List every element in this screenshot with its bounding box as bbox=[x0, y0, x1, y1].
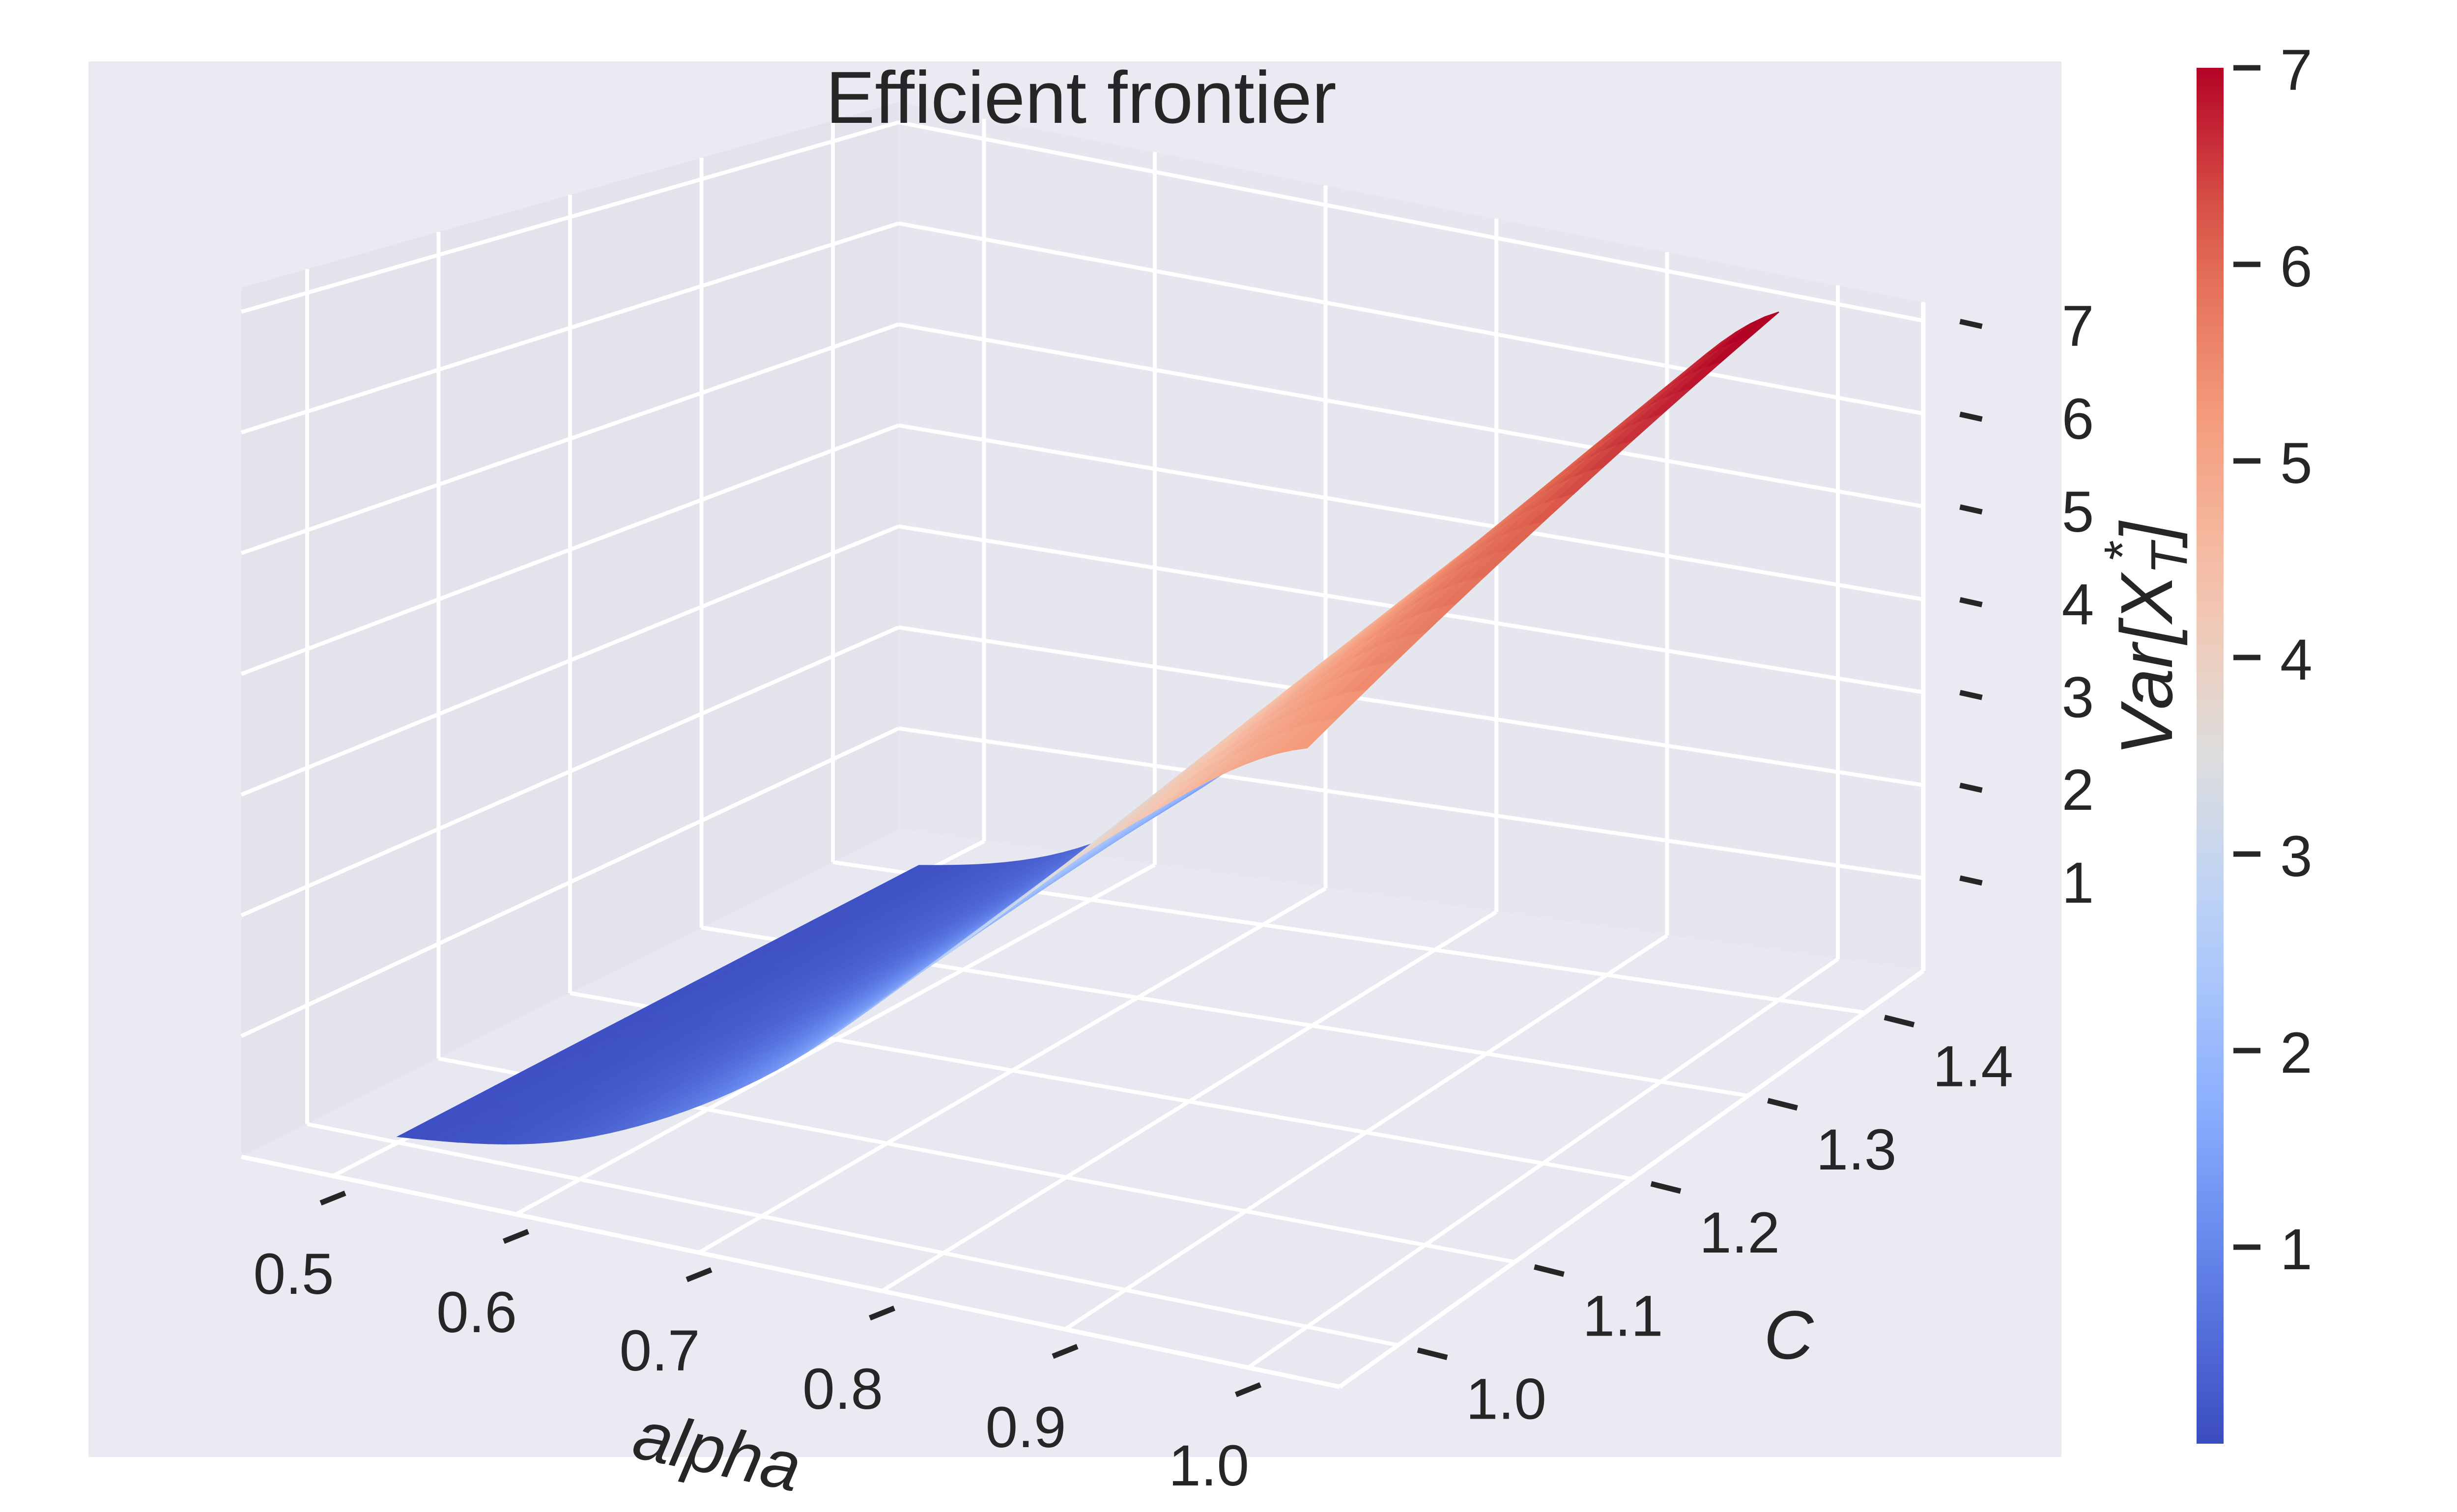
colorbar-gradient bbox=[2197, 68, 2224, 1444]
surface-patch bbox=[1290, 718, 1338, 751]
grid-line-z-back bbox=[898, 625, 1924, 787]
grid-line-z-left bbox=[241, 221, 899, 434]
axis-edge-c bbox=[1338, 969, 1925, 1389]
y-tick-mark bbox=[1767, 1098, 1798, 1111]
colorbar-tick-label: 3 bbox=[2280, 824, 2313, 889]
y-tick-mark bbox=[1884, 1015, 1915, 1027]
z-tick-label: 5 bbox=[2062, 480, 2094, 544]
grid-line-z-back bbox=[898, 221, 1924, 416]
y-tick-mark bbox=[1534, 1264, 1565, 1277]
y-tick-mark bbox=[1650, 1181, 1682, 1194]
y-tick-label: 1.0 bbox=[1466, 1367, 1546, 1432]
colorbar-label: Var[XT*] bbox=[2094, 520, 2198, 756]
y-tick-label: 1.4 bbox=[1933, 1034, 2013, 1099]
grid-line-z-back bbox=[898, 120, 1924, 323]
axis-ticks: 0.5 0.6 0.7 0.8 0.9 1.0 1.0 1.1 1.2 1.3 1.4 1 2 3 4 5 6 7 bbox=[253, 294, 2094, 1498]
z-tick-mark bbox=[1959, 689, 1983, 700]
chart-title: Efficient frontier bbox=[826, 56, 1336, 139]
colorbar-tick-label: 5 bbox=[2280, 431, 2313, 496]
y-axis-label: C bbox=[1764, 1296, 1814, 1373]
grid-line-z-back bbox=[898, 726, 1924, 880]
grid-line-z-left bbox=[240, 423, 900, 676]
y-tick-mark bbox=[1417, 1347, 1448, 1360]
grid-line-z-back bbox=[898, 423, 1924, 601]
z-tick-label: 1 bbox=[2062, 851, 2094, 915]
x-tick-mark bbox=[319, 1191, 346, 1206]
z-tick-label: 3 bbox=[2062, 665, 2094, 730]
grid-line-z-left bbox=[240, 322, 900, 555]
surface-plot bbox=[396, 312, 1779, 1145]
y-tick-label: 1.1 bbox=[1582, 1284, 1663, 1348]
x-tick-mark bbox=[1052, 1344, 1079, 1359]
grid-line-z-left bbox=[241, 120, 899, 314]
y-tick-label: 1.3 bbox=[1816, 1117, 1896, 1182]
colorbar-tick-label: 1 bbox=[2280, 1217, 2313, 1282]
x-tick-label: 0.5 bbox=[253, 1242, 334, 1307]
colorbar-tick-label: 7 bbox=[2280, 38, 2313, 103]
x-tick-mark bbox=[868, 1306, 896, 1321]
colorbar-tick-label: 4 bbox=[2280, 628, 2313, 692]
x-tick-label: 0.8 bbox=[802, 1357, 883, 1422]
colorbar-tick-label: 6 bbox=[2280, 234, 2313, 299]
z-tick-label: 4 bbox=[2062, 572, 2094, 637]
grid-line-z-left bbox=[240, 524, 900, 797]
z-tick-mark bbox=[1959, 782, 1983, 793]
x-tick-label: 1.0 bbox=[1169, 1433, 1249, 1498]
colorbar: 1 2 3 4 5 6 7 Var[XT*] bbox=[2094, 38, 2313, 1444]
z-tick-label: 6 bbox=[2062, 387, 2094, 452]
z-tick-mark bbox=[1959, 318, 1983, 329]
z-tick-mark bbox=[1959, 411, 1983, 422]
x-tick-mark bbox=[1234, 1382, 1262, 1398]
x-tick-label: 0.6 bbox=[436, 1280, 517, 1345]
z-tick-mark bbox=[1959, 875, 1983, 886]
grid-lines bbox=[240, 118, 1926, 1389]
y-tick-label: 1.2 bbox=[1699, 1200, 1780, 1265]
axis-edge-alpha bbox=[241, 1154, 1341, 1389]
colorbar-tick-label: 2 bbox=[2280, 1021, 2313, 1085]
x-tick-mark bbox=[502, 1229, 530, 1244]
x-tick-mark bbox=[686, 1267, 713, 1283]
z-tick-label: 7 bbox=[2062, 294, 2094, 359]
z-tick-mark bbox=[1959, 597, 1983, 607]
x-tick-label: 0.9 bbox=[985, 1395, 1066, 1460]
floor-pane bbox=[241, 829, 1923, 1387]
grid-line-z-back bbox=[898, 322, 1924, 509]
z-tick-mark bbox=[1959, 504, 1983, 515]
grid-line-z-left bbox=[240, 726, 900, 1038]
z-tick-label: 2 bbox=[2062, 758, 2094, 823]
grid-line-z-left bbox=[240, 626, 900, 917]
grid-line-c-floor bbox=[307, 1122, 1399, 1347]
x-tick-label: 0.7 bbox=[619, 1318, 700, 1383]
